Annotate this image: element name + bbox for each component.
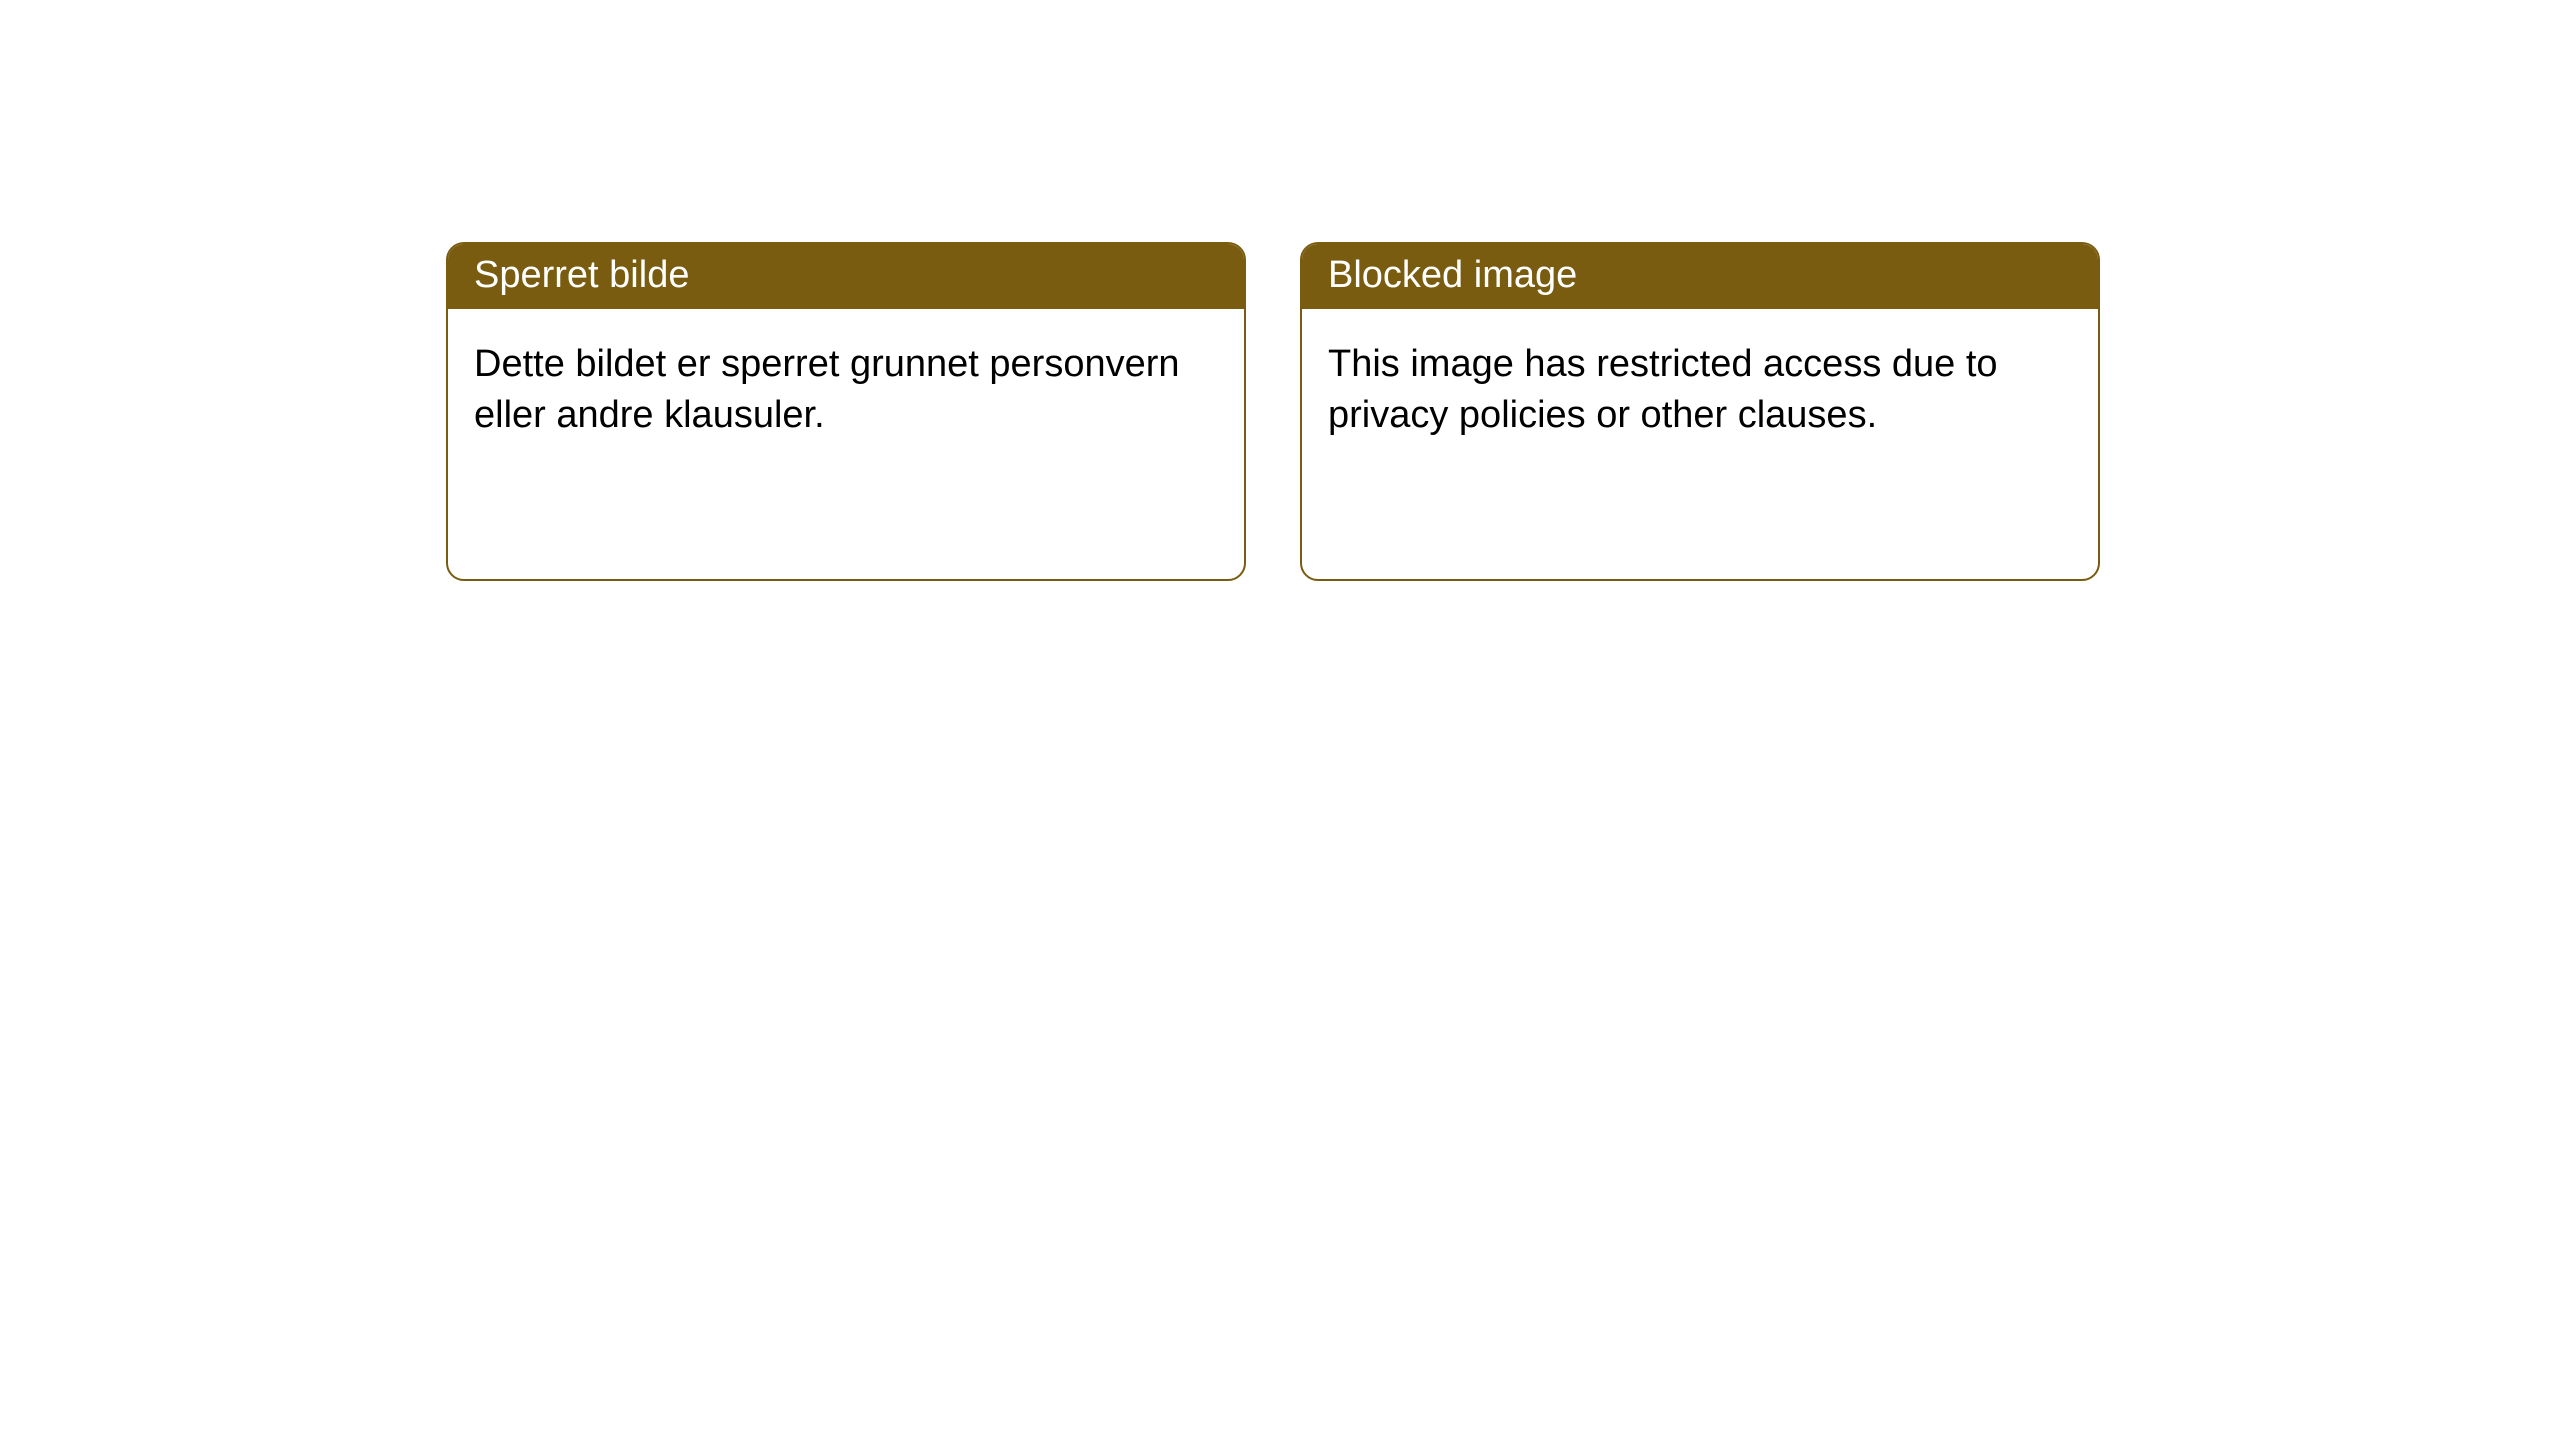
notice-card-english: Blocked image This image has restricted … — [1300, 242, 2100, 581]
card-header-english: Blocked image — [1302, 244, 2098, 309]
card-body-english: This image has restricted access due to … — [1302, 309, 2098, 579]
notice-card-norwegian: Sperret bilde Dette bildet er sperret gr… — [446, 242, 1246, 581]
card-header-norwegian: Sperret bilde — [448, 244, 1244, 309]
notice-container: Sperret bilde Dette bildet er sperret gr… — [0, 0, 2560, 581]
card-body-norwegian: Dette bildet er sperret grunnet personve… — [448, 309, 1244, 579]
